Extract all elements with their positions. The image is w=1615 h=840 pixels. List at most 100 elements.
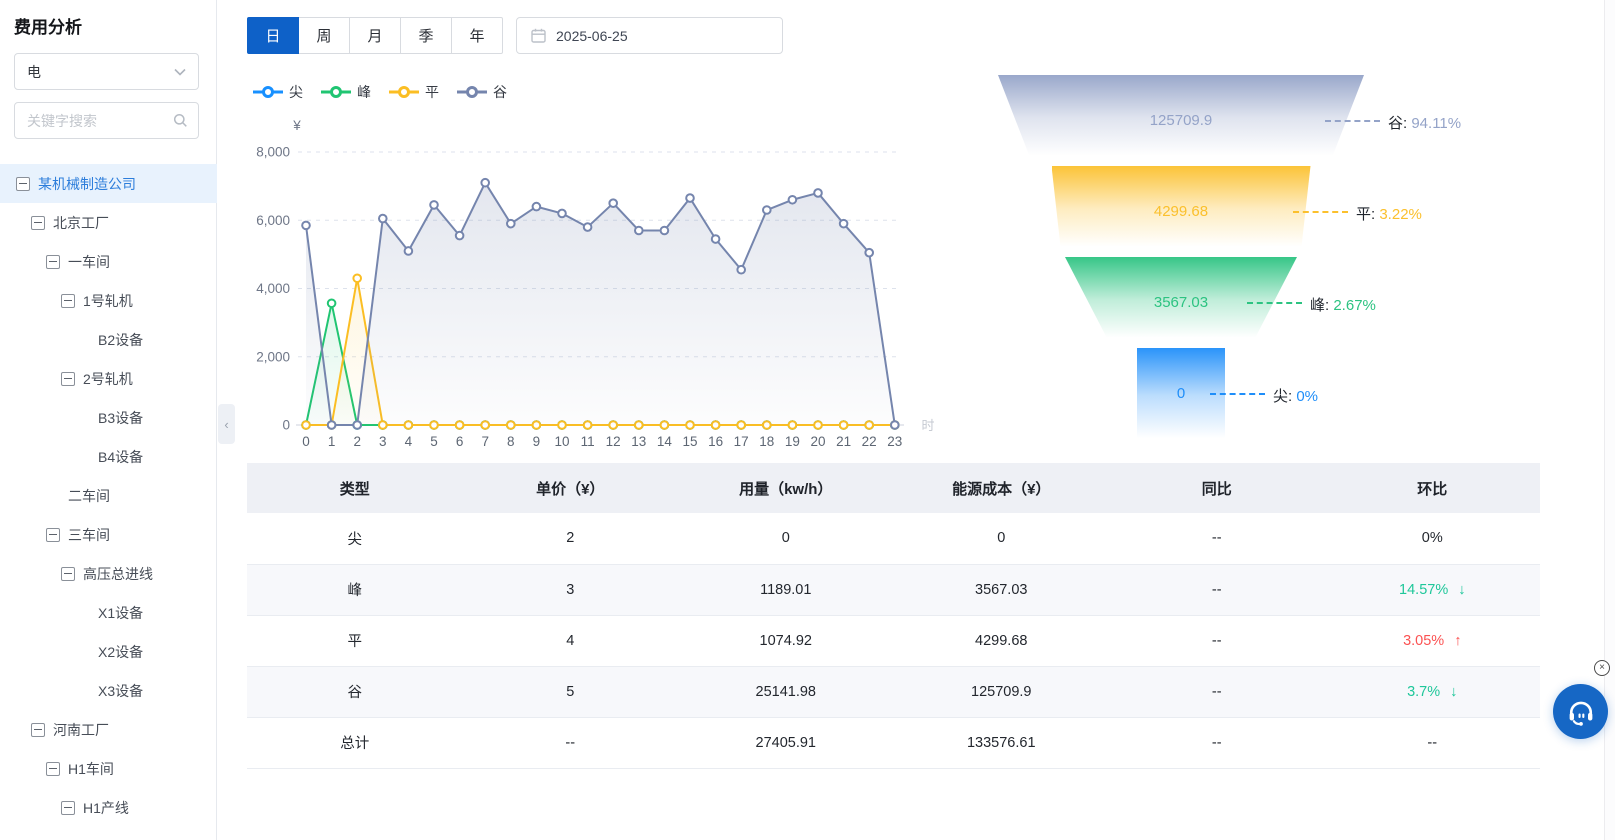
collapse-icon[interactable] [31,722,45,737]
funnel-label-line [1293,211,1348,213]
data-point[interactable] [736,264,747,275]
cell-unit-price: 5 [462,666,678,718]
x-axis-tick: 0 [302,434,310,449]
column-header: 单价（¥） [462,463,678,513]
period-tab-4[interactable]: 年 [451,17,503,54]
period-tab-0[interactable]: 日 [247,17,299,54]
sidebar-collapse-handle[interactable]: ‹ [218,404,235,444]
tree-item[interactable]: 某机械制造公司 [0,164,217,203]
data-point[interactable] [531,201,542,212]
legend-item-1[interactable]: 峰 [321,82,371,102]
funnel-segment[interactable] [1065,257,1297,342]
collapse-icon[interactable] [31,215,45,230]
data-point[interactable] [659,225,670,236]
tree-item[interactable]: 北京工厂 [0,203,217,242]
column-header: 类型 [247,463,463,513]
data-point[interactable] [710,234,721,244]
data-point[interactable] [326,298,337,309]
data-point[interactable] [429,200,439,210]
data-point[interactable] [582,222,593,232]
collapse-icon[interactable] [16,176,30,191]
data-point[interactable] [326,420,337,430]
funnel-segment[interactable] [998,75,1364,160]
cell-yoy: -- [1109,666,1325,718]
scrollbar-track[interactable] [1604,0,1615,840]
tree-item[interactable]: B4设备 [0,437,217,476]
tree-item[interactable]: 二车间 [0,476,217,515]
data-point[interactable] [838,218,849,229]
tree-item-label: 某机械制造公司 [38,175,136,192]
customer-service-button[interactable] [1553,684,1608,739]
data-point[interactable] [557,208,567,219]
search-input[interactable] [27,112,173,129]
x-axis-tick: 23 [887,434,902,449]
tree-item[interactable]: H1产线 [0,788,217,827]
data-point[interactable] [813,188,823,198]
funnel-segment[interactable] [1137,348,1225,443]
table-row[interactable]: 尖 2 0 0 -- 0% [247,513,1540,565]
tree-item[interactable]: 三车间 [0,515,217,554]
collapse-icon[interactable] [61,293,75,308]
legend-item-3[interactable]: 谷 [457,82,507,102]
data-point[interactable] [378,213,388,224]
cell-unit-price: 2 [462,513,678,565]
data-point[interactable] [634,225,644,236]
collapse-icon[interactable] [46,527,60,542]
data-point[interactable] [762,205,772,215]
cell-type: 尖 [247,513,463,565]
x-axis-tick: 17 [734,434,749,449]
data-point[interactable] [608,198,619,208]
collapse-icon[interactable] [46,254,60,269]
table-row[interactable]: 谷 5 25141.98 125709.9 -- 3.7% ↓ [247,666,1540,718]
funnel-label-percent: 94.11% [1411,115,1462,132]
data-point[interactable] [352,273,362,284]
energy-type-select[interactable]: 电 [14,53,199,90]
collapse-icon[interactable] [61,566,75,581]
funnel-label: 峰: 2.67% [1310,294,1376,315]
data-point[interactable] [864,247,875,258]
funnel-label-percent: 3.22% [1379,206,1422,223]
tree-item[interactable]: 河南工厂 [0,710,217,749]
table-row[interactable]: 总计 -- 27405.91 133576.61 -- -- [247,717,1540,769]
funnel-value: 0 [1176,385,1186,402]
data-point[interactable] [454,230,465,241]
legend-item-2[interactable]: 平 [389,82,439,102]
tree-item[interactable]: X2设备 [0,632,217,671]
tree-item[interactable]: H1车间 [0,749,217,788]
tree-item[interactable]: 1号轧机 [0,281,217,320]
x-axis-tick: 10 [554,434,569,449]
data-point[interactable] [506,218,516,229]
tree-item-label: H1车间 [68,760,114,777]
tree-item[interactable]: 高压总进线 [0,554,217,593]
data-point[interactable] [685,193,695,203]
funnel-chart[interactable]: 125709.9 谷: 94.11% 4299.68 平: 3.22% 3567.03 峰… [950,60,1515,460]
tree-item-label: H1产线 [83,799,129,816]
tree-item[interactable]: B3设备 [0,398,217,437]
data-point[interactable] [301,220,311,231]
date-picker[interactable]: 2025-06-25 [516,17,783,54]
data-point[interactable] [403,246,414,256]
collapse-icon[interactable] [61,800,75,815]
data-point[interactable] [352,420,362,430]
period-tab-3[interactable]: 季 [400,17,452,54]
funnel-label-line [1210,393,1265,395]
data-point[interactable] [890,420,900,430]
tree-item[interactable]: X1设备 [0,593,217,632]
table-row[interactable]: 峰 3 1189.01 3567.03 -- 14.57% ↓ [247,564,1540,616]
tree-item[interactable]: 一车间 [0,242,217,281]
table-row[interactable]: 平 4 1074.92 4299.68 -- 3.05% ↑ [247,615,1540,667]
tree-item[interactable]: X3设备 [0,671,217,710]
collapse-icon[interactable] [46,761,60,776]
close-icon[interactable]: × [1594,660,1610,676]
search-icon[interactable] [173,113,188,128]
collapse-icon[interactable] [61,371,75,386]
period-tab-2[interactable]: 月 [349,17,401,54]
tree-item[interactable]: B2设备 [0,320,217,359]
period-tab-1[interactable]: 周 [298,17,350,54]
data-point[interactable] [480,177,490,188]
tree-item[interactable]: 2号轧机 [0,359,217,398]
funnel-segment[interactable] [1051,166,1311,251]
legend-item-0[interactable]: 尖 [253,82,303,102]
data-point[interactable] [787,194,798,205]
